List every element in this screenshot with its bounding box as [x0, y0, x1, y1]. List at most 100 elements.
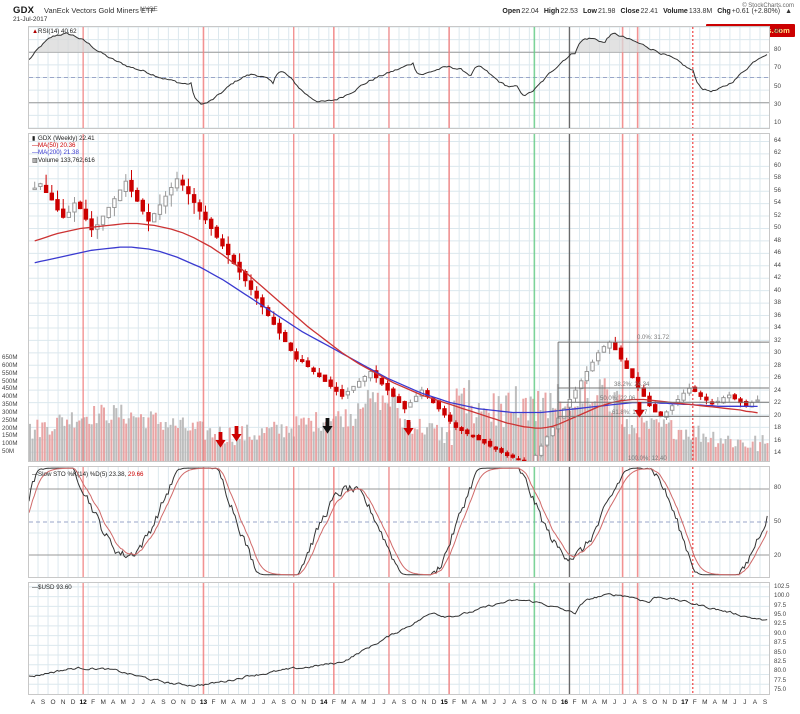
price-y-axis-tick: 14: [774, 449, 781, 457]
usd-legend: —$USD 93.60: [32, 584, 72, 591]
price-y-axis-tick: 46: [774, 249, 781, 257]
volume-label: Volume: [663, 8, 688, 15]
down-arrow-annotation-icon: [322, 418, 333, 434]
x-axis-month-label: A: [592, 699, 597, 706]
fib-level-label: 61.8%: 19.77: [612, 410, 648, 417]
x-axis-month-label: M: [461, 699, 467, 706]
price-y-axis-tick: 20: [774, 411, 781, 419]
x-axis-month-label: A: [351, 699, 357, 706]
volume-y-axis-tick: 300M: [2, 408, 18, 416]
chart-symbol: GDX: [13, 5, 35, 16]
x-axis-month-label: D: [431, 699, 437, 706]
open-label: Open: [502, 8, 521, 15]
y-axis-tick: 70: [774, 64, 781, 72]
high-value: 22.53: [560, 8, 578, 15]
volume-y-axis-tick: 350M: [2, 401, 18, 408]
price-y-axis-tick: 48: [774, 236, 781, 244]
x-axis-month-label: J: [131, 699, 135, 706]
x-axis-month-label: O: [531, 699, 537, 706]
x-axis-year-label: 12: [79, 699, 87, 706]
price-plot: [29, 134, 769, 461]
down-arrow-annotation-icon: [231, 426, 242, 442]
x-axis-month-label: N: [421, 699, 427, 706]
x-axis-month-label: D: [672, 699, 678, 706]
ma200-legend-glyph-icon: —: [32, 149, 39, 157]
low-label: Low: [582, 8, 597, 15]
x-axis-month-label: O: [170, 699, 176, 706]
usd-panel: [28, 582, 770, 695]
price-y-axis-tick: 54: [774, 199, 781, 207]
y-axis-tick: 77.5: [774, 676, 787, 684]
x-axis-month-label: A: [472, 699, 477, 706]
price-y-axis-tick: 26: [774, 374, 781, 382]
x-axis-month-label: A: [712, 699, 718, 706]
x-axis-month-label: M: [601, 699, 608, 706]
volume-y-axis-tick: 600M: [2, 361, 18, 369]
x-axis-month-label: D: [311, 699, 317, 706]
chg-label: Chg: [717, 8, 731, 15]
x-axis-month-label: S: [762, 699, 768, 706]
y-axis-tick: 80.0: [774, 667, 787, 675]
x-axis-month-label: N: [542, 699, 547, 706]
chart-exchange: NYSE: [140, 6, 158, 13]
price-y-axis-tick: 52: [774, 211, 781, 219]
down-arrow-annotation-icon: [403, 420, 414, 436]
volume-y-axis-tick: 100M: [2, 440, 18, 448]
price-y-axis-tick: 60: [774, 161, 781, 169]
price-legend-glyph-icon: ▮: [32, 135, 36, 142]
stockcharts-attribution: © StockCharts.com: [742, 3, 794, 9]
usd-svg: [29, 583, 769, 694]
volume-y-axis-tick: 150M: [2, 432, 18, 440]
x-axis-month-label: M: [100, 699, 106, 706]
price-y-axis-tick: 38: [774, 299, 781, 307]
y-axis-tick: 102.5: [774, 583, 790, 590]
x-axis-month-label: J: [382, 699, 386, 706]
x-axis-month-label: J: [502, 699, 506, 706]
usd-legend-glyph-icon: —: [32, 584, 39, 591]
y-axis-tick: 82.5: [774, 657, 787, 665]
x-axis-year-label: 15: [440, 699, 448, 706]
stochastics-panel: [28, 466, 770, 578]
x-axis-month-label: F: [91, 699, 96, 706]
volume-y-axis-tick: 50M: [2, 448, 15, 455]
x-axis-month-label: M: [120, 699, 126, 706]
price-svg: [29, 134, 769, 461]
stochastics-svg: [29, 467, 769, 577]
rsi-plot: [29, 27, 769, 128]
volume-y-axis-tick: 450M: [2, 385, 18, 393]
x-axis-month-label: O: [411, 699, 417, 706]
y-axis-tick: 80: [774, 484, 781, 491]
usd-plot: [29, 583, 769, 694]
y-axis-tick: 100.0: [774, 592, 790, 600]
x-axis-month-label: J: [743, 699, 747, 706]
x-axis-month-label: J: [262, 699, 266, 706]
x-axis-month-label: F: [211, 699, 216, 706]
down-arrow-annotation-icon: [215, 432, 226, 448]
y-axis-tick: 87.5: [774, 639, 787, 647]
usd-legend-text: $USD 93.60: [38, 584, 72, 591]
rsi-svg: [29, 27, 769, 128]
rsi-panel: [28, 26, 770, 129]
sto-legend-d-value: 29.66: [128, 471, 144, 478]
volume-legend-text: Volume 133,762,616: [38, 156, 95, 164]
chg-up-arrow-icon: ▲: [785, 8, 792, 15]
price-y-axis-tick: 34: [774, 324, 781, 332]
x-axis-month-label: S: [522, 699, 527, 706]
x-axis-month-label: M: [341, 699, 347, 706]
x-axis-month-label: O: [652, 699, 658, 706]
x-axis-month-label: A: [752, 699, 758, 706]
x-axis-month-label: S: [401, 699, 407, 706]
x-axis-month-label: A: [111, 699, 116, 706]
price-y-axis-tick: 30: [774, 349, 781, 357]
y-axis-tick: 90.0: [774, 629, 787, 637]
price-y-axis-tick: 18: [774, 424, 781, 432]
x-axis-year-label: 14: [320, 699, 328, 706]
volume-y-axis-tick: 500M: [2, 377, 18, 385]
rsi-legend-glyph-icon: ▲: [32, 28, 39, 35]
rsi-legend-text: RSI(14) 40.62: [38, 28, 77, 35]
fib-level-label: 50.0%: 22.06: [600, 395, 636, 402]
y-axis-tick: 92.5: [774, 620, 787, 628]
chg-value: +0.61 (+2.80%): [731, 8, 781, 15]
x-axis-month-label: A: [30, 699, 36, 706]
x-axis-month-label: M: [220, 699, 227, 706]
